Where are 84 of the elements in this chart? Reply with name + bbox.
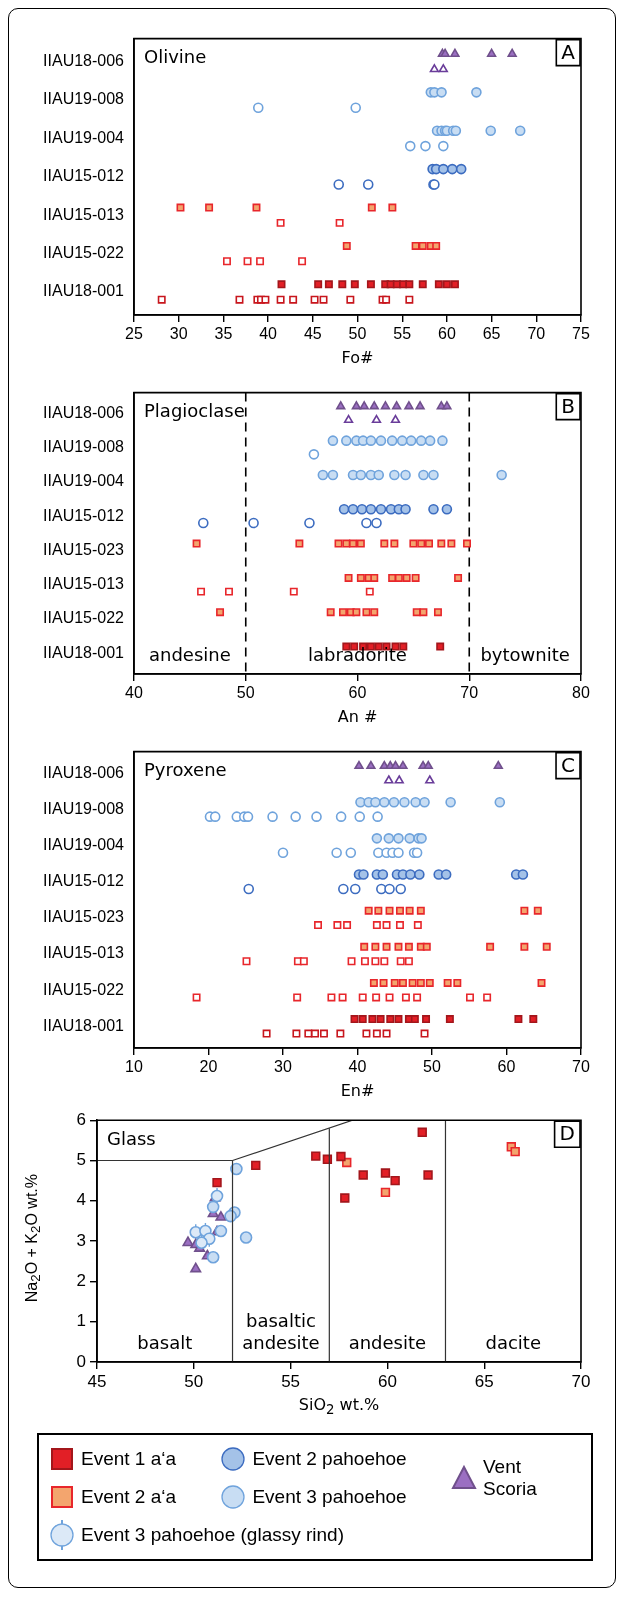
y-tick-label: IIAU15-012 bbox=[43, 872, 125, 890]
x-tick-label: 60 bbox=[438, 325, 456, 343]
annotation: C bbox=[561, 752, 575, 777]
x-tick-label: 10 bbox=[125, 1058, 143, 1076]
x-tick-label: 60 bbox=[348, 684, 367, 702]
legend-label: Event 2 a‘a bbox=[81, 1486, 177, 1509]
x-tick-label: 60 bbox=[377, 1371, 397, 1391]
y-tick-label: IIAU15-013 bbox=[43, 944, 125, 962]
annotation: A bbox=[561, 39, 576, 64]
annotation: bytownite bbox=[480, 643, 570, 665]
y-tick-label: IIAU18-006 bbox=[43, 52, 125, 70]
text: Pyroxene bbox=[144, 759, 227, 781]
y-tick-label: 1 bbox=[76, 1311, 86, 1331]
x-tick-label: 45 bbox=[303, 325, 322, 343]
annotation: D bbox=[559, 1121, 575, 1146]
x-tick-label: 70 bbox=[460, 684, 479, 702]
x-tick-label: 50 bbox=[236, 684, 255, 702]
y-tick-label: IIAU19-004 bbox=[43, 472, 125, 490]
x-tick-label: 65 bbox=[474, 1371, 494, 1391]
legend-label: Event 1 a‘a bbox=[81, 1448, 177, 1471]
y-tick-label: IIAU18-006 bbox=[43, 403, 125, 421]
x-tick-label: 70 bbox=[527, 325, 546, 343]
x-axis-title: An # bbox=[336, 707, 379, 726]
text: Plagioclase bbox=[144, 400, 245, 422]
annotation: labradorite bbox=[308, 643, 407, 665]
annotation: B bbox=[561, 393, 576, 418]
y-tick-label: IIAU19-008 bbox=[43, 799, 125, 817]
y-tick-label: IIAU19-004 bbox=[43, 128, 125, 146]
legend-label: Vent Scoria bbox=[483, 1456, 538, 1501]
annotation: basalt bbox=[137, 1331, 193, 1353]
annotation: andesine bbox=[148, 643, 231, 665]
x-tick-label: 25 bbox=[125, 325, 143, 343]
y-tick-label: IIAU19-004 bbox=[43, 835, 125, 853]
x-tick-label: 70 bbox=[571, 1371, 591, 1391]
y-tick-label: IIAU15-013 bbox=[43, 205, 125, 223]
y-tick-label: 4 bbox=[76, 1190, 86, 1210]
y-tick-label: 5 bbox=[76, 1150, 86, 1170]
x-tick-label: 40 bbox=[125, 684, 143, 702]
x-tick-label: 75 bbox=[572, 325, 590, 343]
y-tick-label: IIAU19-008 bbox=[43, 437, 125, 455]
x-tick-label: 30 bbox=[274, 1058, 292, 1076]
x-axis-title: Fo# bbox=[340, 348, 375, 367]
y-tick-label: IIAU15-013 bbox=[43, 575, 125, 593]
x-tick-label: 50 bbox=[184, 1371, 204, 1391]
legend-label: Event 2 pahoehoe bbox=[252, 1448, 407, 1471]
y-tick-label: IIAU18-006 bbox=[43, 763, 125, 781]
y-tick-label: IIAU15-023 bbox=[43, 908, 125, 926]
y-tick-label: 6 bbox=[76, 1109, 86, 1129]
x-tick-label: 70 bbox=[572, 1058, 590, 1076]
x-tick-label: 40 bbox=[259, 325, 278, 343]
y-tick-label: IIAU19-008 bbox=[43, 90, 125, 108]
x-tick-label: 55 bbox=[393, 325, 412, 343]
x-tick-label: 50 bbox=[348, 325, 367, 343]
x-tick-label: 50 bbox=[423, 1058, 441, 1076]
x-axis-title: En# bbox=[339, 1081, 376, 1100]
y-tick-label: IIAU15-023 bbox=[43, 540, 125, 558]
x-tick-label: 60 bbox=[497, 1058, 516, 1076]
y-tick-label: IIAU18-001 bbox=[43, 643, 125, 661]
chart-title: Glass bbox=[107, 1127, 156, 1149]
y-tick-label: IIAU15-012 bbox=[43, 506, 125, 524]
y-tick-label: IIAU15-012 bbox=[43, 167, 125, 185]
x-tick-label: 55 bbox=[281, 1371, 301, 1391]
x-tick-label: 65 bbox=[482, 325, 501, 343]
x-tick-label: 45 bbox=[87, 1371, 107, 1391]
x-tick-label: 80 bbox=[572, 684, 590, 702]
y-tick-label: IIAU15-022 bbox=[43, 980, 125, 998]
annotation: andesite bbox=[348, 1331, 427, 1353]
annotation: dacite bbox=[485, 1331, 541, 1353]
x-tick-label: 35 bbox=[214, 325, 233, 343]
annotation: basaltic andesite bbox=[242, 1309, 320, 1353]
x-tick-label: 30 bbox=[169, 325, 188, 343]
y-tick-label: IIAU18-001 bbox=[43, 282, 125, 300]
x-tick-label: 40 bbox=[348, 1058, 367, 1076]
y-tick-label: 3 bbox=[76, 1230, 86, 1250]
y-tick-label: 0 bbox=[76, 1351, 86, 1371]
y-tick-label: IIAU15-022 bbox=[43, 243, 125, 261]
text: Olivine bbox=[144, 46, 207, 68]
x-tick-label: 20 bbox=[199, 1058, 218, 1076]
legend-label: Event 3 pahoehoe (glassy rind) bbox=[81, 1524, 344, 1547]
legend-label: Event 3 pahoehoe bbox=[252, 1486, 407, 1509]
y-tick-label: IIAU18-001 bbox=[43, 1016, 125, 1034]
x-axis-title: SiO$_{2}$ wt.% bbox=[297, 1395, 381, 1420]
y-tick-label: 2 bbox=[76, 1271, 86, 1291]
y-tick-label: IIAU15-022 bbox=[43, 609, 125, 627]
